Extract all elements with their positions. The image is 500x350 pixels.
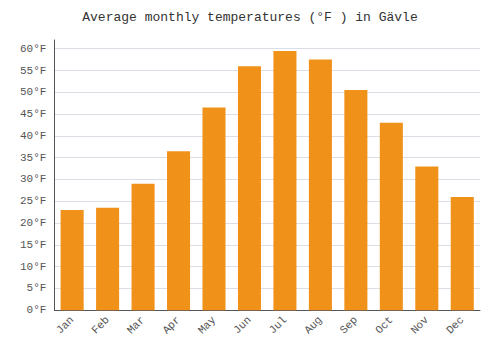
svg-text:40°F: 40°F: [20, 130, 46, 142]
svg-text:Sep: Sep: [338, 314, 360, 336]
svg-text:May: May: [196, 314, 219, 337]
svg-text:Apr: Apr: [160, 314, 182, 336]
svg-text:Oct: Oct: [373, 314, 395, 336]
svg-text:50°F: 50°F: [20, 86, 46, 98]
svg-text:Mar: Mar: [125, 314, 147, 336]
svg-text:Jun: Jun: [231, 314, 253, 336]
svg-text:30°F: 30°F: [20, 173, 46, 185]
svg-text:45°F: 45°F: [20, 108, 46, 120]
svg-text:Jul: Jul: [267, 314, 289, 336]
svg-text:55°F: 55°F: [20, 65, 46, 77]
svg-text:20°F: 20°F: [20, 217, 46, 229]
svg-text:Jan: Jan: [54, 314, 76, 336]
svg-text:10°F: 10°F: [20, 261, 46, 273]
svg-text:Aug: Aug: [302, 314, 324, 336]
svg-text:Dec: Dec: [444, 314, 466, 336]
svg-text:25°F: 25°F: [20, 195, 46, 207]
svg-text:60°F: 60°F: [20, 43, 46, 55]
svg-text:Average monthly temperatures (: Average monthly temperatures (°F ) in Gä…: [82, 10, 417, 25]
svg-text:15°F: 15°F: [20, 239, 46, 251]
svg-text:0°F: 0°F: [27, 304, 47, 316]
svg-text:Feb: Feb: [89, 314, 111, 336]
svg-text:5°F: 5°F: [27, 282, 47, 294]
svg-text:35°F: 35°F: [20, 152, 46, 164]
svg-text:Nov: Nov: [409, 314, 432, 337]
